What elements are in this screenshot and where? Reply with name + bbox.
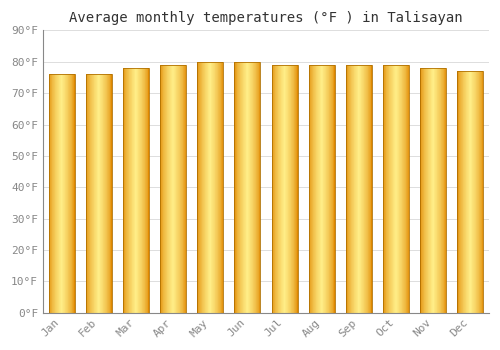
Bar (123, 68, 149, 313)
Bar (197, 62, 223, 313)
Bar (160, 65, 186, 313)
Bar (383, 65, 409, 313)
Title: Average monthly temperatures (°F ) in Talisayan: Average monthly temperatures (°F ) in Ta… (69, 11, 462, 25)
Bar (48, 74, 74, 313)
Bar (234, 62, 260, 313)
Bar (458, 71, 483, 313)
Bar (308, 65, 334, 313)
Bar (272, 65, 297, 313)
Bar (86, 74, 112, 313)
Bar (346, 65, 372, 313)
Bar (420, 68, 446, 313)
